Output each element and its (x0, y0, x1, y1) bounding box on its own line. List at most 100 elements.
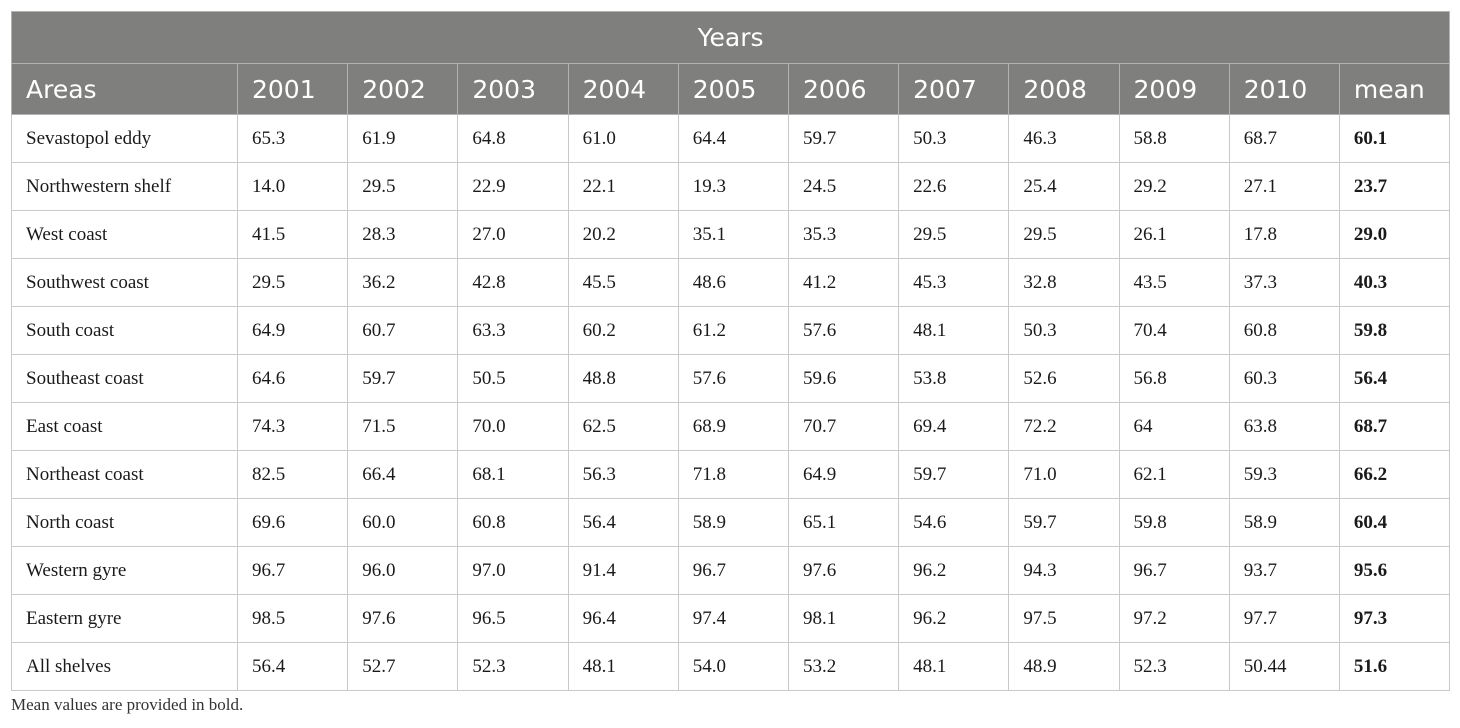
value-cell: 70.4 (1118, 306, 1230, 355)
value-cell: 50.5 (457, 354, 569, 403)
area-cell: South coast (11, 306, 238, 355)
value-cell: 93.7 (1228, 546, 1340, 595)
value-cell: 29.5 (236, 258, 349, 307)
value-cell: 66.4 (347, 450, 459, 499)
value-cell: 58.8 (1118, 114, 1230, 163)
value-cell: 42.8 (457, 258, 569, 307)
value-cell: 98.5 (236, 594, 349, 643)
value-cell: 71.0 (1008, 450, 1120, 499)
column-header-row: Areas 2001 2002 2003 2004 2005 2006 2007 2008 200… (11, 63, 1451, 115)
value-cell: 68.9 (677, 402, 789, 451)
value-cell: 22.9 (457, 162, 569, 211)
table-row: Sevastopol eddy 65.3 61.9 64.8 61.0 64.4 59.7 5… (11, 114, 1451, 163)
value-cell: 59.6 (787, 354, 900, 403)
table-footnote: Mean values are provided in bold. (11, 695, 244, 714)
column-header-year: 2006 (787, 63, 900, 115)
value-cell: 91.4 (567, 546, 679, 595)
value-cell: 22.6 (898, 162, 1010, 211)
value-cell: 62.5 (567, 402, 679, 451)
value-cell: 64 (1118, 402, 1230, 451)
value-cell: 57.6 (787, 306, 900, 355)
value-cell: 97.5 (1008, 594, 1120, 643)
value-cell: 97.6 (787, 546, 900, 595)
value-cell: 60.8 (1228, 306, 1340, 355)
value-cell: 62.1 (1118, 450, 1230, 499)
value-cell: 29.5 (898, 210, 1010, 259)
value-cell: 70.7 (787, 402, 900, 451)
value-cell: 48.8 (567, 354, 679, 403)
value-cell: 64.8 (457, 114, 569, 163)
value-cell: 45.5 (567, 258, 679, 307)
value-cell: 60.3 (1228, 354, 1340, 403)
value-cell: 48.1 (898, 642, 1010, 691)
value-cell: 41.2 (787, 258, 900, 307)
value-cell: 82.5 (236, 450, 349, 499)
value-cell: 26.1 (1118, 210, 1230, 259)
value-cell: 48.9 (1008, 642, 1120, 691)
value-cell: 52.7 (347, 642, 459, 691)
value-cell: 32.8 (1008, 258, 1120, 307)
area-cell: North coast (11, 498, 238, 547)
value-cell: 96.7 (236, 546, 349, 595)
table-row: Southeast coast 64.6 59.7 50.5 48.8 57.6 59.6 5… (11, 354, 1451, 403)
value-cell: 57.6 (677, 354, 789, 403)
value-cell: 71.5 (347, 402, 459, 451)
value-cell: 17.8 (1228, 210, 1340, 259)
value-cell: 46.3 (1008, 114, 1120, 163)
value-cell: 36.2 (347, 258, 459, 307)
value-cell: 29.5 (347, 162, 459, 211)
value-cell: 52.3 (1118, 642, 1230, 691)
value-cell: 37.3 (1228, 258, 1340, 307)
value-cell: 59.7 (1008, 498, 1120, 547)
value-cell: 97.7 (1228, 594, 1340, 643)
value-cell: 24.5 (787, 162, 900, 211)
value-cell: 61.9 (347, 114, 459, 163)
mean-cell: 68.7 (1338, 402, 1451, 451)
value-cell: 53.2 (787, 642, 900, 691)
table-row: All shelves 56.4 52.7 52.3 48.1 54.0 53.2 48.1 4… (11, 642, 1451, 691)
value-cell: 50.3 (1008, 306, 1120, 355)
value-cell: 64.9 (787, 450, 900, 499)
value-cell: 64.4 (677, 114, 789, 163)
mean-cell: 60.1 (1338, 114, 1451, 163)
value-cell: 59.7 (787, 114, 900, 163)
table-row: Northwestern shelf 14.0 29.5 22.9 22.1 19.3 24… (11, 162, 1451, 211)
value-cell: 59.7 (347, 354, 459, 403)
value-cell: 53.8 (898, 354, 1010, 403)
value-cell: 60.2 (567, 306, 679, 355)
value-cell: 35.1 (677, 210, 789, 259)
value-cell: 70.0 (457, 402, 569, 451)
column-header-mean: mean (1338, 63, 1451, 115)
value-cell: 60.0 (347, 498, 459, 547)
value-cell: 59.3 (1228, 450, 1340, 499)
table-row: Northeast coast 82.5 66.4 68.1 56.3 71.8 64.9 5… (11, 450, 1451, 499)
value-cell: 94.3 (1008, 546, 1120, 595)
value-cell: 52.6 (1008, 354, 1120, 403)
value-cell: 20.2 (567, 210, 679, 259)
group-header-row: Years (10, 11, 1451, 64)
table-row: South coast 64.9 60.7 63.3 60.2 61.2 57.6 48.1 5… (11, 306, 1451, 355)
column-header-areas: Areas (11, 63, 238, 115)
table-row: Eastern gyre 98.5 97.6 96.5 96.4 97.4 98.1 96.2… (11, 594, 1451, 643)
table-row: Southwest coast 29.5 36.2 42.8 45.5 48.6 41.2 4… (11, 258, 1451, 307)
value-cell: 96.2 (898, 594, 1010, 643)
value-cell: 97.4 (677, 594, 789, 643)
value-cell: 19.3 (677, 162, 789, 211)
value-cell: 27.0 (457, 210, 569, 259)
column-header-year: 2008 (1008, 63, 1120, 115)
column-header-year: 2010 (1228, 63, 1340, 115)
area-cell: West coast (11, 210, 238, 259)
table-body: Sevastopol eddy 65.3 61.9 64.8 61.0 64.4 59.7 5… (11, 114, 1451, 691)
value-cell: 72.2 (1008, 402, 1120, 451)
value-cell: 68.7 (1228, 114, 1340, 163)
area-cell: Southwest coast (11, 258, 238, 307)
value-cell: 56.8 (1118, 354, 1230, 403)
value-cell: 56.4 (236, 642, 349, 691)
mean-cell: 60.4 (1338, 498, 1451, 547)
value-cell: 61.0 (567, 114, 679, 163)
value-cell: 65.1 (787, 498, 900, 547)
mean-cell: 51.6 (1338, 642, 1451, 691)
value-cell: 50.3 (898, 114, 1010, 163)
value-cell: 60.8 (457, 498, 569, 547)
area-cell: East coast (11, 402, 238, 451)
